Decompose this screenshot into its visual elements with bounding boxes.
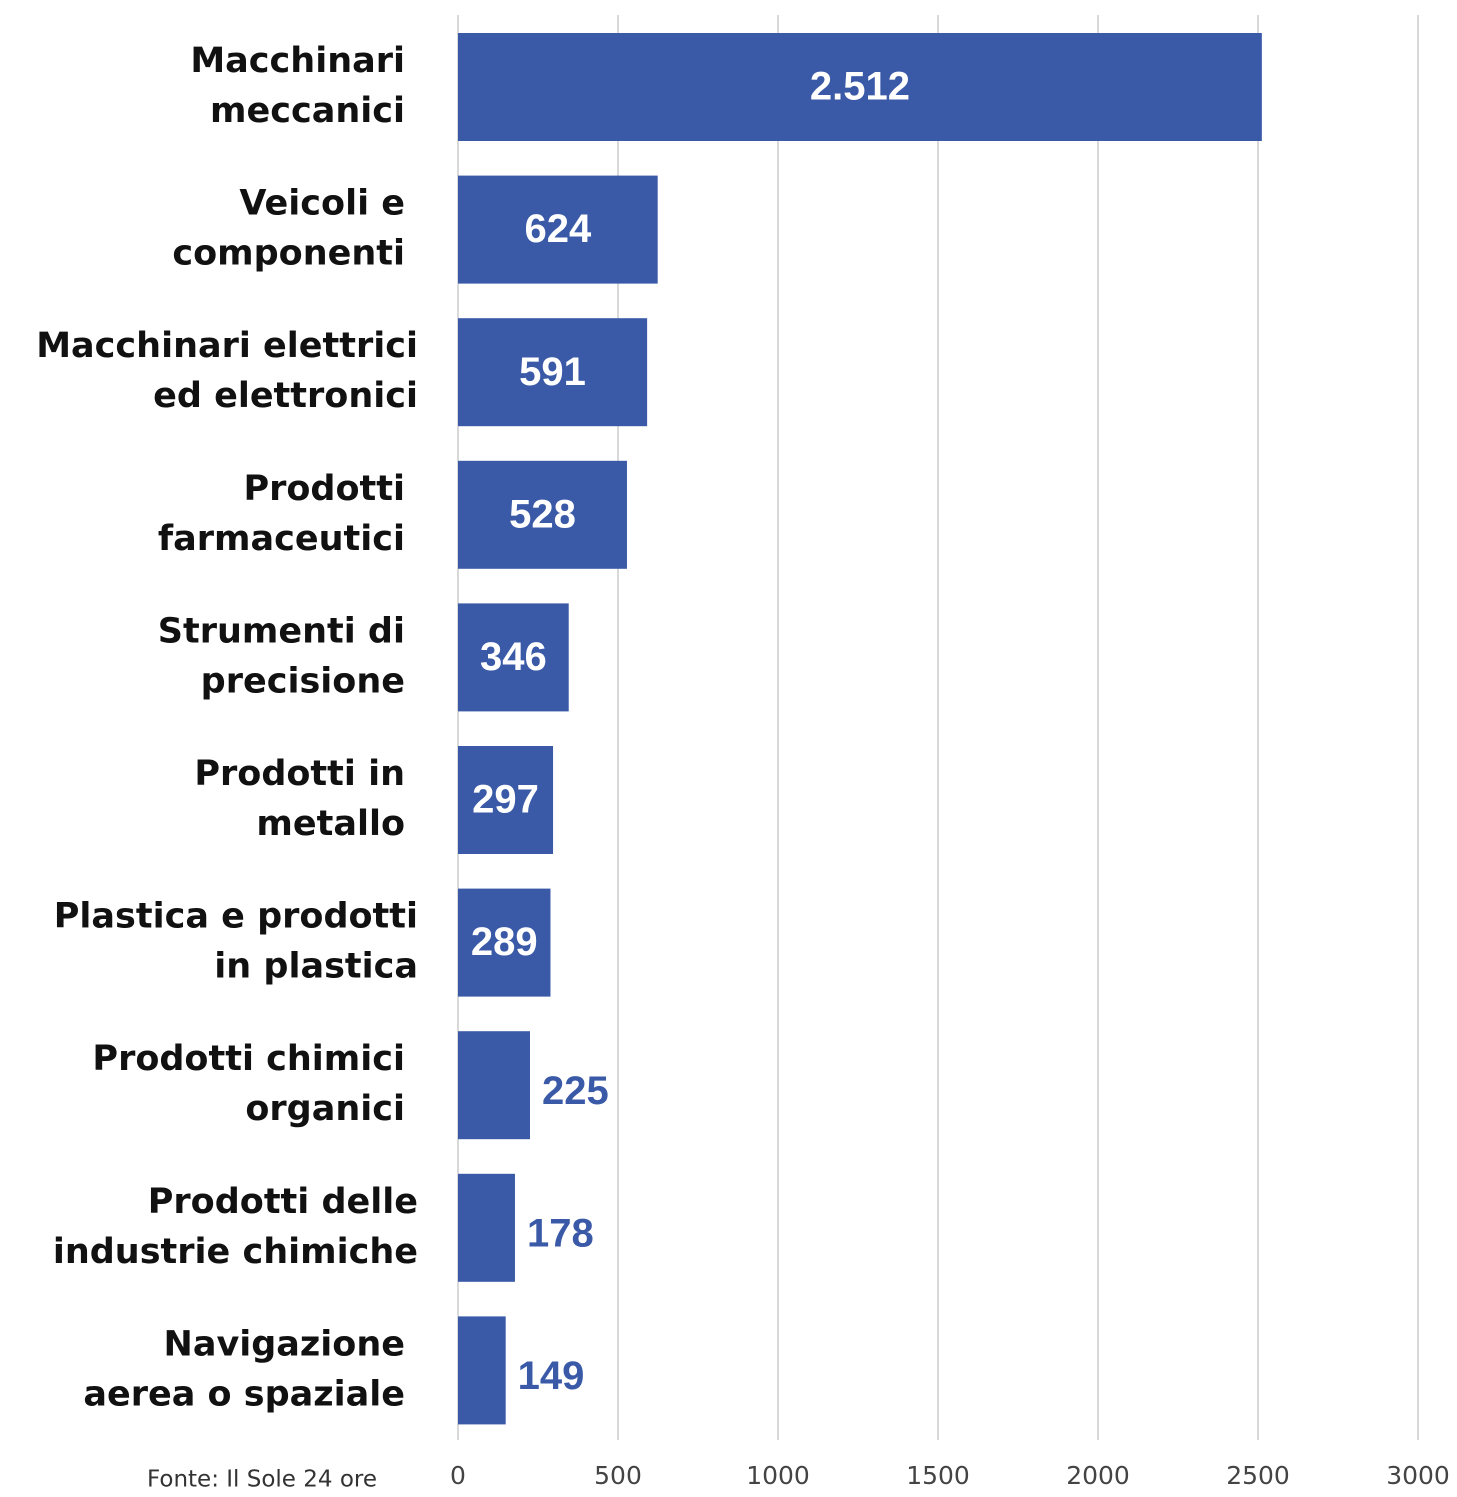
category-line: Macchinari: [190, 41, 405, 81]
bar: [458, 888, 551, 997]
bar: [458, 33, 1262, 141]
category-line: ed elettronici: [153, 376, 418, 416]
x-tick-label: 1000: [746, 1461, 810, 1490]
x-tick-label: 0: [450, 1461, 466, 1490]
x-tick-label: 500: [594, 1461, 642, 1490]
category-line: meccanici: [210, 91, 405, 131]
category-label: Macchinari elettrici ed elettronici: [36, 326, 418, 416]
category-label: Navigazione aerea o spaziale: [83, 1324, 405, 1414]
category-label: Prodotti in metallo: [194, 754, 405, 844]
category-line: Strumenti di: [158, 611, 405, 651]
source-note: Fonte: Il Sole 24 ore: [147, 1467, 377, 1493]
category-line: Prodotti chimici: [92, 1039, 405, 1079]
category-line: farmaceutici: [158, 519, 405, 559]
bar: [458, 1031, 530, 1140]
category-line: in plastica: [214, 947, 418, 987]
value-label: 591: [519, 350, 586, 394]
bar: [458, 175, 658, 284]
category-label: Veicoli e componenti: [172, 184, 405, 274]
category-label: Plastica e prodotti in plastica: [54, 897, 418, 987]
category-line: Macchinari elettrici: [36, 326, 418, 366]
x-tick-label: 1500: [906, 1461, 970, 1490]
category-line: Prodotti delle: [148, 1182, 418, 1222]
value-label: 346: [480, 635, 547, 679]
category-label: Prodotti farmaceutici: [158, 469, 405, 559]
bar: [458, 460, 627, 569]
value-label: 297: [472, 778, 539, 822]
bar: [458, 318, 648, 427]
category-label: Prodotti delle industrie chimiche: [53, 1182, 418, 1272]
category-line: Prodotti: [243, 469, 405, 509]
bar: [458, 603, 569, 712]
value-label: 289: [471, 920, 538, 964]
value-label: 225: [542, 1069, 609, 1113]
category-line: Plastica e prodotti: [54, 897, 418, 937]
bar: [458, 746, 554, 854]
category-line: Prodotti in: [194, 754, 405, 794]
value-label: 178: [527, 1211, 594, 1255]
category-label: Strumenti di precisione: [158, 611, 405, 701]
category-line: Veicoli e: [239, 184, 405, 224]
category-line: industrie chimiche: [53, 1232, 418, 1272]
x-tick-label: 3000: [1386, 1461, 1450, 1490]
bar: [458, 1316, 506, 1425]
bar: [458, 1173, 515, 1282]
category-label: Macchinari meccanici: [190, 41, 405, 131]
value-label: 624: [524, 207, 591, 251]
category-line: metallo: [256, 804, 405, 844]
value-label: 149: [518, 1354, 585, 1398]
category-label: Prodotti chimici organici: [92, 1039, 405, 1129]
category-line: precisione: [201, 661, 405, 701]
category-line: componenti: [172, 234, 405, 274]
x-tick-label: 2500: [1226, 1461, 1290, 1490]
x-tick-label: 2000: [1066, 1461, 1130, 1490]
category-line: Navigazione: [164, 1324, 405, 1364]
category-line: aerea o spaziale: [83, 1374, 405, 1414]
value-label: 528: [509, 492, 576, 536]
category-line: organici: [245, 1089, 405, 1129]
value-label: 2.512: [810, 65, 910, 109]
